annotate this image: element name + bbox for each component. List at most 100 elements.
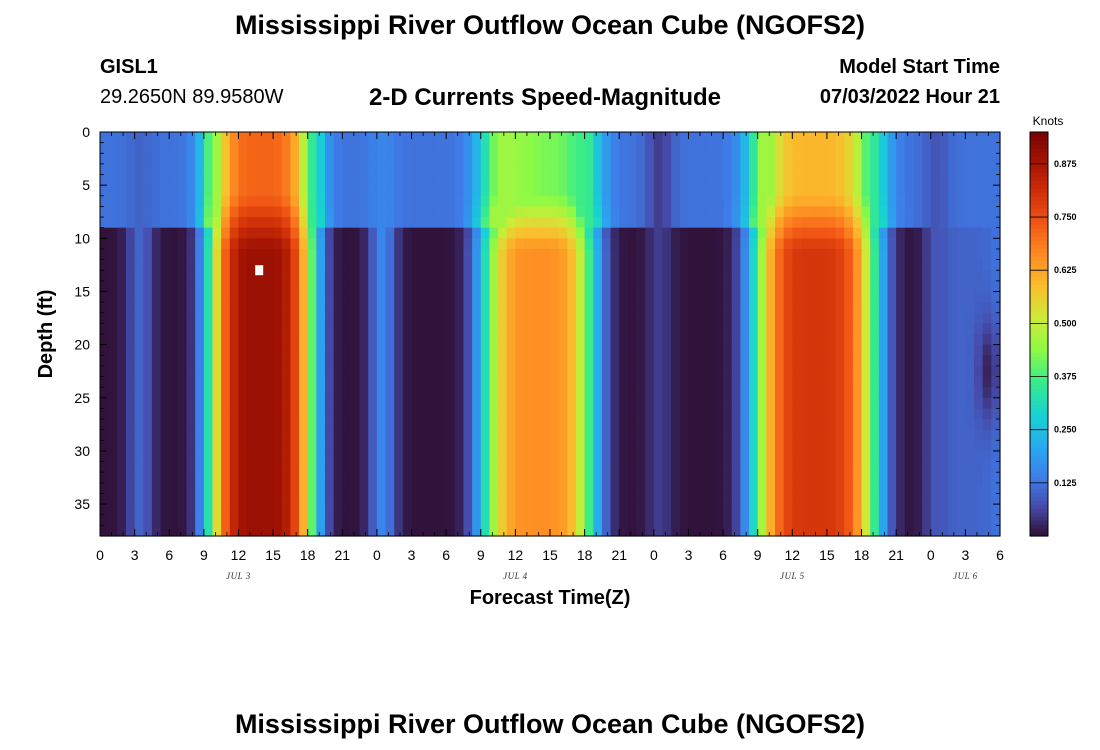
heatmap-cell <box>255 355 266 367</box>
colorbar-swatch <box>1030 424 1048 429</box>
heatmap-cell <box>480 323 491 335</box>
heatmap-cell <box>108 450 118 463</box>
heatmap-cell <box>870 365 880 378</box>
heatmap-cell <box>307 163 317 176</box>
heatmap-cell <box>229 514 240 526</box>
heatmap-cell <box>766 217 776 229</box>
heatmap-cell <box>982 132 992 144</box>
heatmap-cell <box>775 504 785 516</box>
heatmap-cell <box>826 408 837 420</box>
heatmap-cell <box>376 238 387 250</box>
heatmap-cell <box>783 344 793 356</box>
heatmap-cell <box>463 408 473 420</box>
heatmap-cell <box>117 217 127 229</box>
heatmap-cell <box>281 323 291 335</box>
heatmap-cell <box>800 280 811 293</box>
heatmap-cell <box>325 482 335 495</box>
heatmap-cell <box>229 450 240 463</box>
heatmap-cell <box>368 334 378 346</box>
heatmap-cell <box>757 142 767 154</box>
heatmap-cell <box>376 185 387 197</box>
heatmap-cell <box>982 387 992 399</box>
heatmap-cell <box>290 365 300 378</box>
heatmap-cell <box>783 248 793 261</box>
heatmap-cell <box>203 238 214 250</box>
heatmap-cell <box>437 302 447 314</box>
heatmap-cell <box>783 397 793 410</box>
heatmap-cell <box>878 142 889 154</box>
heatmap-cell <box>688 142 698 154</box>
heatmap-cell <box>541 408 551 420</box>
heatmap-cell <box>939 227 949 239</box>
heatmap-cell <box>679 206 690 218</box>
heatmap-cell <box>826 355 837 367</box>
heatmap-cell <box>974 482 984 495</box>
heatmap-cell <box>498 238 508 250</box>
heatmap-cell <box>913 419 923 431</box>
heatmap-cell <box>532 482 542 495</box>
heatmap-cell <box>420 238 430 250</box>
heatmap-cell <box>723 472 733 484</box>
heatmap-cell <box>558 397 568 410</box>
heatmap-cell <box>498 408 508 420</box>
heatmap-cell <box>619 206 629 218</box>
heatmap-cell <box>420 259 430 271</box>
heatmap-cell <box>671 132 681 144</box>
heatmap-cell <box>541 291 551 303</box>
heatmap-cell <box>186 525 196 537</box>
heatmap-cell <box>247 472 257 484</box>
heatmap-cell <box>550 291 560 303</box>
heatmap-cell <box>740 227 750 239</box>
heatmap-cell <box>844 153 854 165</box>
heatmap-cell <box>281 461 291 473</box>
heatmap-cell <box>956 472 966 484</box>
heatmap-cell <box>100 482 110 495</box>
heatmap-cell <box>160 153 170 165</box>
heatmap-cell <box>965 291 975 303</box>
heatmap-cell <box>143 185 153 197</box>
heatmap-cell <box>299 514 309 526</box>
colorbar-swatch <box>1030 484 1048 489</box>
heatmap-cell <box>108 376 118 388</box>
heatmap-cell <box>125 142 136 154</box>
heatmap-cell <box>446 429 456 441</box>
heatmap-cell <box>238 227 248 239</box>
heatmap-cell <box>619 174 629 186</box>
heatmap-cell <box>325 504 335 516</box>
heatmap-cell <box>177 206 188 218</box>
heatmap-cell <box>783 280 793 293</box>
heatmap-cell <box>731 195 741 208</box>
heatmap-cell <box>723 153 733 165</box>
heatmap-cell <box>290 195 300 208</box>
heatmap-cell <box>325 334 335 346</box>
heatmap-cell <box>636 376 646 388</box>
colorbar-swatch <box>1030 280 1048 285</box>
heatmap-cell <box>550 163 560 176</box>
heatmap-cell <box>238 174 248 186</box>
heatmap-cell <box>939 482 949 495</box>
heatmap-cell <box>705 270 716 282</box>
heatmap-cell <box>385 397 395 410</box>
heatmap-cell <box>394 408 404 420</box>
heatmap-cell <box>861 461 871 473</box>
heatmap-cell <box>255 227 266 239</box>
heatmap-cell <box>844 142 854 154</box>
heatmap-cell <box>861 514 871 526</box>
heatmap-cell <box>896 142 906 154</box>
heatmap-cell <box>273 397 283 410</box>
heatmap-cell <box>593 376 603 388</box>
heatmap-cell <box>454 132 465 144</box>
heatmap-cell <box>896 482 906 495</box>
heatmap-cell <box>316 482 326 495</box>
heatmap-cell <box>221 355 231 367</box>
heatmap-cell <box>749 514 759 526</box>
heatmap-cell <box>792 376 802 388</box>
heatmap-cell <box>255 387 266 399</box>
heatmap-cell <box>723 323 733 335</box>
heatmap-cell <box>965 493 975 505</box>
heatmap-cell <box>922 461 932 473</box>
x-tick-label: 6 <box>719 547 727 563</box>
heatmap-cell <box>506 429 516 441</box>
heatmap-cell <box>749 312 759 324</box>
heatmap-cell <box>117 142 127 154</box>
